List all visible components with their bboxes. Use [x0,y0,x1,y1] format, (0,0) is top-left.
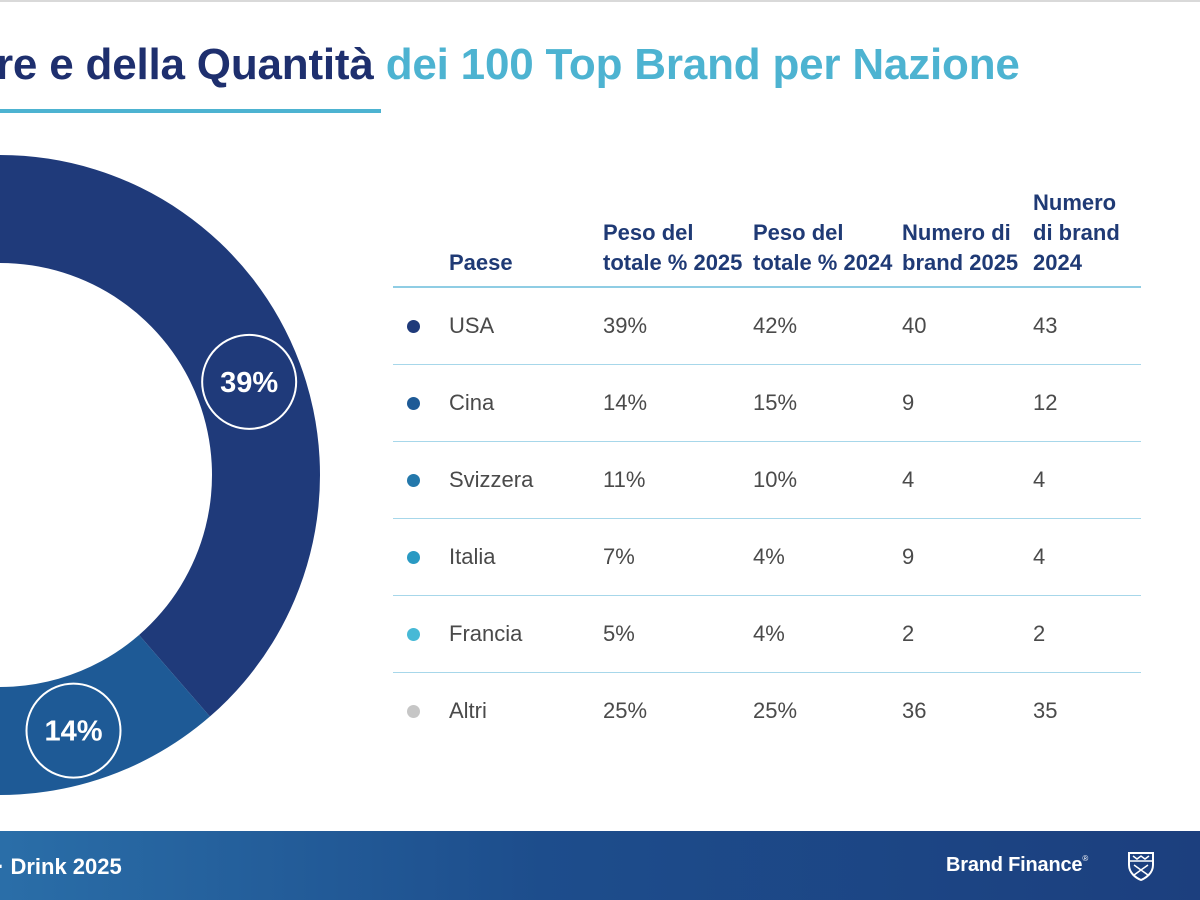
cell-share-2025: 11% [603,441,753,519]
cell-share-2024: 4% [753,518,902,596]
page-title: re e della Quantità dei 100 Top Brand pe… [0,40,1020,90]
cell-brands-2024: 4 [1033,518,1141,596]
cell-share-2024: 10% [753,441,902,519]
table-row: Italia 7% 4% 9 4 [393,518,1141,596]
svg-text:14%: 14% [44,716,102,748]
cell-brands-2024: 12 [1033,364,1141,442]
cell-country: Cina [449,364,603,442]
cell-country: Italia [449,518,603,596]
legend-dot [407,628,420,641]
legend-dot [407,705,420,718]
cell-brands-2024: 4 [1033,441,1141,519]
cell-brands-2025: 36 [902,698,927,723]
cell-brands-2024: 35 [1033,698,1058,723]
header-brands-2024: Numero di brand 2024 [1033,188,1141,288]
donut-slice-usa [0,155,320,717]
table-row: Cina 14% 15% 9 12 [393,364,1141,442]
cell-brands-2025: 4 [902,441,1033,519]
table-row: Francia 5% 4% 2 2 [393,595,1141,673]
cell-share-2024: 4% [753,595,902,673]
footer-bar: · Drink 2025 Brand Finance® [0,831,1200,900]
title-part-1: re e della Quantità [0,40,374,89]
cell-share-2025: 5% [603,595,753,673]
header-dot [393,188,449,288]
cell-brands-2025: 9 [902,364,1033,442]
legend-dot [407,474,420,487]
title-part-2: dei 100 Top Brand per Nazione [385,40,1020,89]
legend-dot [407,397,420,410]
cell-brands-2024: 43 [1033,287,1141,365]
cell-share-2025: 39% [603,287,753,365]
table-header-row: Paese Peso del totale % 2025 Peso del to… [393,188,1141,288]
donut-label-usa: 39% [201,333,298,430]
cell-share-2024: 25% [753,698,798,723]
crest-icon [1128,852,1154,881]
footer-report-title: · Drink 2025 [0,854,122,879]
cell-brands-2024: 2 [1033,595,1141,673]
cell-share-2025: 25% [603,698,648,723]
cell-share-2024: 15% [753,364,902,442]
svg-text:39%: 39% [220,367,278,399]
cell-country: Altri [449,698,487,723]
brand-finance-logo: Brand Finance® [946,854,1089,876]
header-share-2025: Peso del totale % 2025 [603,188,753,288]
table-row: Altri 25% 25% 36 35 [393,673,1141,750]
cell-country: Francia [449,595,603,673]
donut-chart: 39%14%11%7% [0,0,400,820]
cell-brands-2025: 9 [902,518,1033,596]
top-divider [0,0,1200,2]
cell-brands-2025: 40 [902,287,1033,365]
brand-country-table: Paese Peso del totale % 2025 Peso del to… [393,188,1141,749]
cell-country: USA [449,287,603,365]
cell-country: Svizzera [449,441,603,519]
donut-label-cina: 14% [25,682,122,779]
donut-svg: 39%14%11%7% [0,155,320,795]
table-row: USA 39% 42% 40 43 [393,287,1141,365]
header-share-2024: Peso del totale % 2024 [753,188,902,288]
legend-dot [407,320,420,333]
cell-brands-2025: 2 [902,595,1033,673]
table-row: Svizzera 11% 10% 4 4 [393,441,1141,519]
header-country: Paese [449,188,603,288]
title-underline [0,109,381,113]
legend-dot [407,551,420,564]
cell-share-2025: 14% [603,364,753,442]
cell-share-2025: 7% [603,518,753,596]
cell-share-2024: 42% [753,287,902,365]
header-brands-2025: Numero di brand 2025 [902,188,1033,288]
